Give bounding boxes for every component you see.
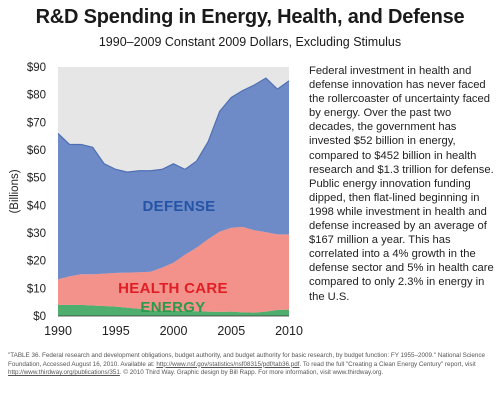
footnote-text-3: . © 2010 Third Way. Graphic design by Bi… — [119, 369, 384, 377]
y-tick-label: $80 — [27, 90, 46, 102]
x-tick-label: 1990 — [44, 324, 72, 338]
series-label-defense: DEFENSE — [143, 198, 216, 215]
area-defense — [58, 78, 289, 280]
chart-subtitle: 1990–2009 Constant 2009 Dollars, Excludi… — [98, 35, 402, 49]
source-footnote: "TABLE 36. Federal research and developm… — [8, 352, 496, 378]
y-tick-label: $50 — [27, 173, 46, 185]
footnote-link-thirdway[interactable]: http://www.thirdway.org/publications/351 — [8, 369, 120, 377]
y-tick-label: $60 — [27, 145, 46, 157]
series-label-energy: ENERGY — [140, 299, 205, 316]
stacked-area-chart: $0 $10 $20 $30 $40 $50 $60 $70 $80 $90 1990 1995 200… — [9, 62, 303, 338]
y-tick-label: $20 — [27, 256, 46, 268]
x-tick-label: 2005 — [217, 324, 245, 338]
description-paragraph: Federal investment in health and defense… — [309, 65, 494, 303]
y-axis-label: (Billions) — [9, 169, 21, 213]
y-tick-label: $70 — [27, 117, 46, 129]
series-label-health-care: HEALTH CARE — [118, 280, 228, 297]
footnote-text-1: "TABLE 36. Federal research and developm… — [8, 352, 486, 368]
footnote-text-2: . To read the full "Creating a Clean Ene… — [299, 360, 476, 368]
y-tick-label: $0 — [33, 311, 46, 323]
x-tick-label: 2000 — [160, 324, 188, 338]
series-line-defense-top — [57, 77, 290, 173]
x-tick-label: 1995 — [102, 324, 130, 338]
y-tick-label: $30 — [27, 228, 46, 240]
area-energy — [58, 304, 289, 316]
area-health-care — [58, 226, 289, 313]
y-tick-label: $40 — [27, 200, 46, 212]
y-tick-label: $10 — [27, 283, 46, 295]
x-tick-label: 2010 — [275, 324, 303, 338]
y-tick-label: $90 — [27, 62, 46, 74]
footnote-link-nsf[interactable]: http://www.nsf.gov/statistics/nsf08315/p… — [156, 360, 300, 368]
chart-title: R&D Spending in Energy, Health, and Defe… — [35, 6, 465, 28]
